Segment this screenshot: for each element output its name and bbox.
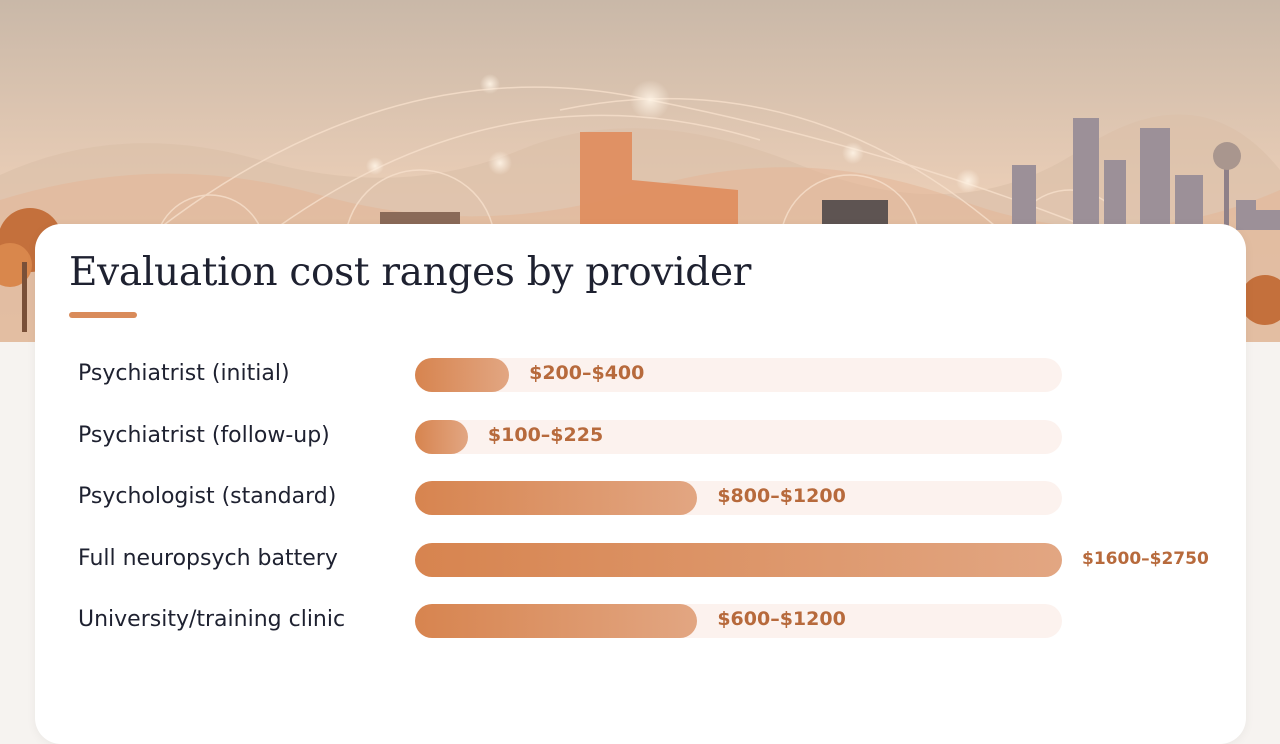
bar bbox=[415, 358, 510, 392]
category-label: Psychologist (standard) bbox=[78, 484, 337, 510]
category-label: Psychiatrist (follow-up) bbox=[78, 422, 330, 448]
chart-card: Evaluation cost ranges by provider Psych… bbox=[35, 224, 1246, 744]
bar-track bbox=[415, 419, 1062, 454]
bar-row: Psychologist (standard) $800–$1200 bbox=[35, 480, 1246, 516]
bar-chart: Psychiatrist (initial) $200–$400 Psychiatr… bbox=[35, 224, 1246, 744]
bar-row: Psychiatrist (initial) $200–$400 bbox=[35, 357, 1246, 393]
category-label: Psychiatrist (initial) bbox=[78, 361, 290, 386]
bar bbox=[415, 604, 698, 639]
bar-row: Full neuropsych battery $1600–$2750 bbox=[35, 542, 1246, 578]
category-label: University/training clinic bbox=[78, 607, 346, 633]
value-label: $600–$1200 bbox=[717, 608, 846, 631]
bar bbox=[415, 542, 1062, 577]
title-accent-line bbox=[69, 312, 137, 318]
value-label: $100–$225 bbox=[487, 423, 604, 446]
bar-row: Psychiatrist (follow-up) $100–$225 bbox=[35, 419, 1246, 455]
bar-row: University/training clinic $600–$1200 bbox=[35, 603, 1246, 639]
chart-title: Evaluation cost ranges by provider bbox=[69, 250, 752, 295]
category-label: Full neuropsych battery bbox=[78, 545, 338, 571]
value-label: $200–$400 bbox=[529, 362, 645, 384]
bar bbox=[415, 481, 698, 516]
bar bbox=[415, 419, 468, 454]
bar-track bbox=[415, 358, 1062, 392]
value-label: $800–$1200 bbox=[717, 485, 846, 508]
value-label: $1600–$2750 bbox=[1082, 548, 1209, 569]
